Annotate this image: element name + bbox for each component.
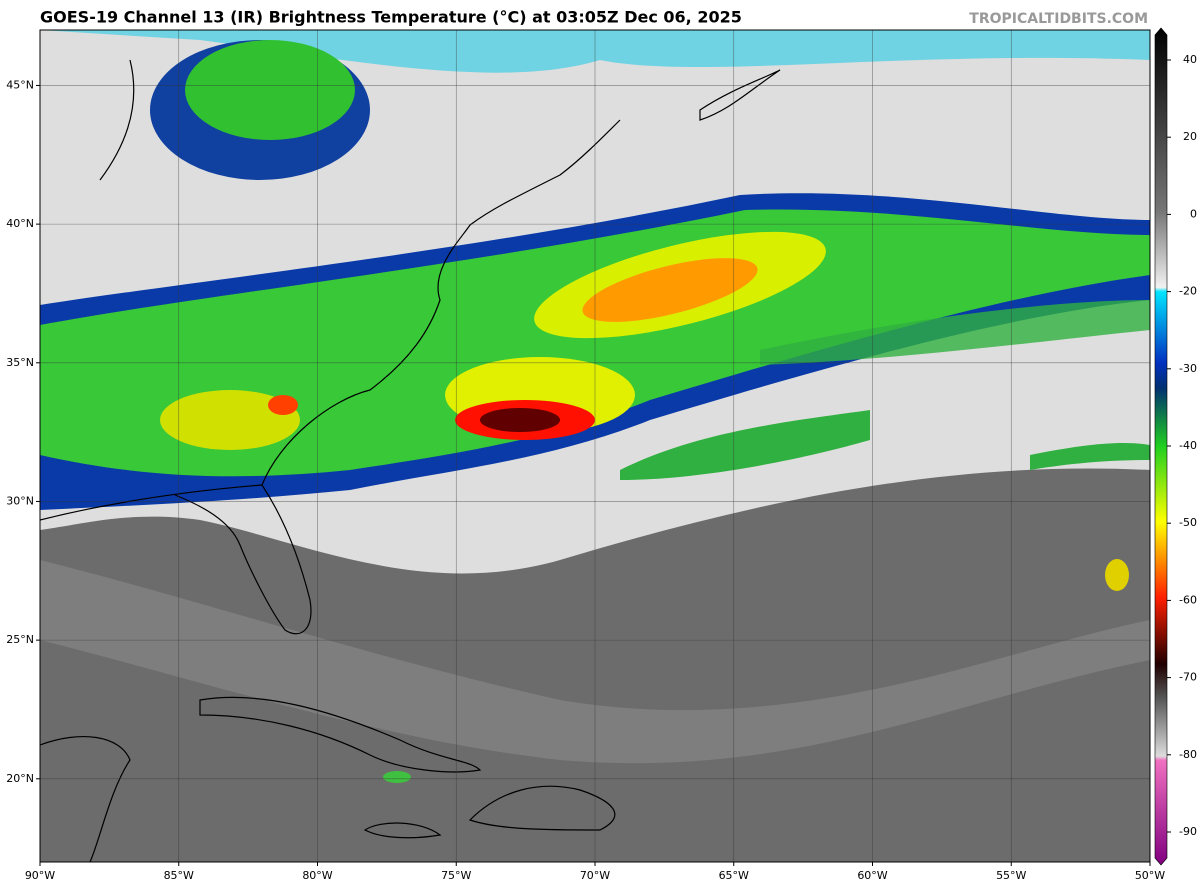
x-tick-label: 60°W <box>857 869 887 882</box>
colorbar-label: 20 <box>1183 130 1197 143</box>
x-tick-label: 75°W <box>441 869 471 882</box>
x-tick-label: 50°W <box>1135 869 1165 882</box>
colorbar-label: -80 <box>1179 748 1197 761</box>
y-tick-label: 45°N <box>6 78 34 91</box>
colorbar-label: -60 <box>1179 593 1197 606</box>
y-tick-label: 20°N <box>6 772 34 785</box>
y-tick-label: 40°N <box>6 217 34 230</box>
colorbar-label: -20 <box>1179 285 1197 298</box>
x-tick-label: 90°W <box>25 869 55 882</box>
x-tick-label: 65°W <box>719 869 749 882</box>
credit: TROPICALTIDBITS.COM <box>969 11 1148 27</box>
colorbar-label: -90 <box>1179 825 1197 838</box>
colorbar-label: -40 <box>1179 439 1197 452</box>
x-tick-label: 55°W <box>996 869 1026 882</box>
colorbar-label: -30 <box>1179 362 1197 375</box>
colorbar-label: 40 <box>1183 53 1197 66</box>
x-tick-label: 80°W <box>302 869 332 882</box>
y-tick-label: 35°N <box>6 356 34 369</box>
colorbar-label: 0 <box>1190 207 1197 220</box>
colorbar-label: -70 <box>1179 671 1197 684</box>
colorbar-label: -50 <box>1179 516 1197 529</box>
colorbar <box>1154 27 1168 866</box>
x-tick-label: 85°W <box>164 869 194 882</box>
y-tick-label: 30°N <box>6 494 34 507</box>
y-tick-label: 25°N <box>6 633 34 646</box>
x-tick-label: 70°W <box>580 869 610 882</box>
title: GOES-19 Channel 13 (IR) Brightness Tempe… <box>40 8 742 27</box>
